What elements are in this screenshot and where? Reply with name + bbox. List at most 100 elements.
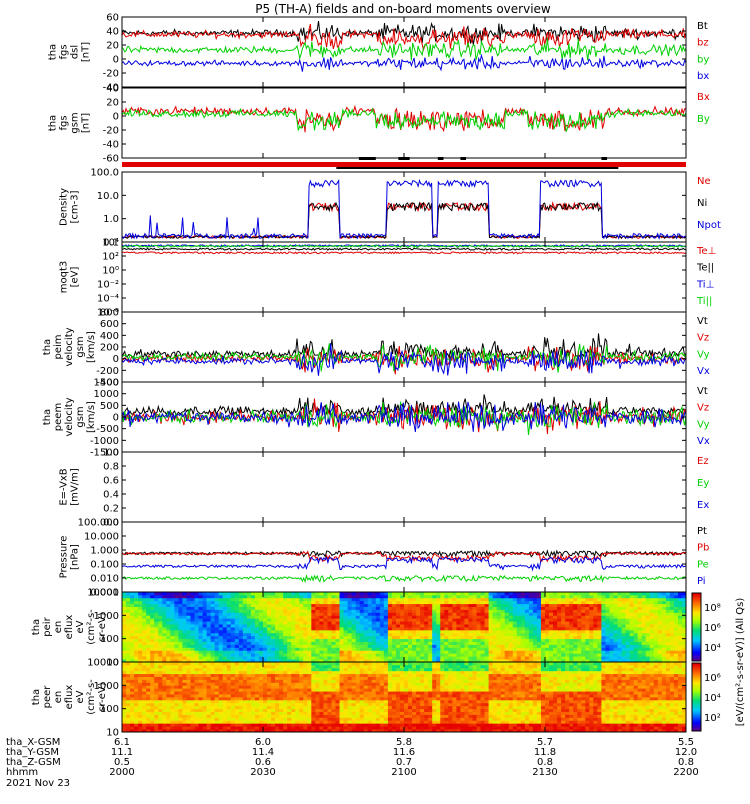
x-axis-row-label: hhmm <box>6 767 38 778</box>
series-temperature-Te⊥ <box>122 252 686 254</box>
y-axis-label: velocity <box>64 397 75 436</box>
y-axis-label: Pressure <box>59 536 70 579</box>
legend-efield-Ez: Ez <box>697 456 709 467</box>
y-tick-label: 500 <box>100 401 119 412</box>
y-tick-label: 10² <box>102 252 119 263</box>
legend-pressure-Pe: Pe <box>697 559 709 570</box>
x-axis-value: 2130 <box>532 767 557 778</box>
legend-pressure-Pi: Pi <box>697 576 706 587</box>
y-axis-label: tha <box>48 115 59 131</box>
spectrogram-peir-spectrogram <box>122 592 686 662</box>
y-tick-label: 1.000 <box>90 546 119 557</box>
colorbar-1: 10⁸ 10⁶ 10⁴ <box>692 593 721 661</box>
series-pressure-Pi <box>122 557 686 569</box>
spectrogram-peer-spectrogram <box>122 662 686 732</box>
y-axis-label: [eV] <box>70 267 81 288</box>
y-axis-label: (cm²-s- <box>86 609 97 645</box>
colorbar-tick: 10⁸ <box>704 603 721 614</box>
y-tick-label: 0 <box>113 55 119 66</box>
legend-temperature-Te||: Te|| <box>696 263 714 274</box>
y-tick-label: 60 <box>106 13 119 24</box>
legend-fgs-dsl-bx: bx <box>697 71 709 82</box>
panel-temperature: 10⁴10²10⁰10⁻²10⁻⁴10⁻⁶moqt3[eV]Te⊥Te||Ti⊥… <box>59 238 717 319</box>
legend-temperature-Te⊥: Te⊥ <box>696 246 716 257</box>
series-fgs-dsl-bx <box>122 56 686 72</box>
y-tick-label: 40 <box>106 84 119 95</box>
legend-peem-velocity-Vx: Vx <box>697 436 710 447</box>
y-axis-label: tha <box>48 44 59 60</box>
y-axis-label: moqt3 <box>59 261 70 294</box>
y-tick-label: 100.0 <box>90 168 119 179</box>
y-tick-label: 0.6 <box>103 476 119 487</box>
y-tick-label: 10⁰ <box>102 266 119 277</box>
y-tick-label: 1000 <box>94 389 119 400</box>
y-tick-label: -20 <box>103 69 119 80</box>
y-tick-label: 0.010 <box>90 574 119 585</box>
legend-pressure-Pt: Pt <box>697 526 707 537</box>
legend-peim-velocity-Vz: Vz <box>697 333 709 344</box>
y-tick-label: 10000 <box>87 658 119 669</box>
y-axis-label: velocity <box>64 327 75 366</box>
legend-fgs-gsm-Bx: Bx <box>697 92 710 103</box>
legend-peem-velocity-Vz: Vz <box>697 403 709 414</box>
y-tick-label: 200 <box>100 343 119 354</box>
y-tick-label: 0.8 <box>103 462 119 473</box>
y-tick-label: 100.000 <box>78 518 119 529</box>
colorbar-tick: 10⁴ <box>704 693 721 704</box>
y-tick-label: -1000 <box>90 436 119 447</box>
legend-fgs-gsm-By: By <box>697 114 710 125</box>
y-axis-label: peim <box>53 334 64 359</box>
y-tick-label: 10.0 <box>97 191 119 202</box>
panel-pressure: 100.00010.0001.0000.1000.0100.001Pressur… <box>59 518 710 599</box>
y-axis-label: (cm²-s- <box>86 679 97 715</box>
y-tick-label: 0 <box>113 413 119 424</box>
y-axis-label: eflux <box>64 615 75 640</box>
legend-density-Npot: Npot <box>697 220 721 231</box>
colorbar-tick: 10⁶ <box>704 623 721 634</box>
colorbar-tick: 10⁴ <box>704 643 721 654</box>
y-tick-label: 20 <box>106 41 119 52</box>
y-tick-label: 0.4 <box>103 490 119 501</box>
series-pressure-Pe <box>122 576 686 582</box>
y-axis-label: tha <box>31 689 42 705</box>
y-axis-label: [mV/m] <box>70 468 81 506</box>
y-axis-label: tha <box>42 339 53 355</box>
legend-peem-velocity-Vt: Vt <box>697 386 708 397</box>
y-tick-label: 800 <box>100 308 119 319</box>
y-tick-label: 1500 <box>94 378 119 389</box>
legend-density-Ni: Ni <box>697 198 707 209</box>
y-tick-label: 10.000 <box>84 532 119 543</box>
colorbar-tick: 10² <box>704 713 721 724</box>
y-tick-label: -40 <box>103 140 119 151</box>
y-tick-label: 0 <box>113 354 119 365</box>
y-tick-label: 20 <box>106 98 119 109</box>
y-axis-label: Density <box>59 188 70 226</box>
legend-peim-velocity-Vt: Vt <box>697 316 708 327</box>
y-axis-label: en <box>53 691 64 704</box>
y-tick-label: 400 <box>100 331 119 342</box>
y-tick-label: 10⁻⁴ <box>97 294 119 305</box>
y-tick-label: 0 <box>113 112 119 123</box>
legend-peem-velocity-Vy: Vy <box>697 419 710 430</box>
y-tick-label: 1.0 <box>103 214 119 225</box>
legend-fgs-dsl-bz: bz <box>697 38 709 49</box>
y-tick-label: 0.100 <box>90 560 119 571</box>
y-axis-label: [km/s] <box>86 401 97 433</box>
y-axis-label: dsl <box>70 45 81 59</box>
y-axis-label: gsm <box>70 112 81 133</box>
y-tick-label: -200 <box>96 366 119 377</box>
y-axis-label: gsm <box>75 406 86 427</box>
y-axis-label: [nT] <box>81 42 92 62</box>
axes-frame <box>122 522 686 592</box>
y-tick-label: -20 <box>103 126 119 137</box>
x-axis-value: 2000 <box>109 767 134 778</box>
x-axis-value: 2200 <box>673 767 698 778</box>
y-tick-label: 10⁻² <box>97 280 119 291</box>
